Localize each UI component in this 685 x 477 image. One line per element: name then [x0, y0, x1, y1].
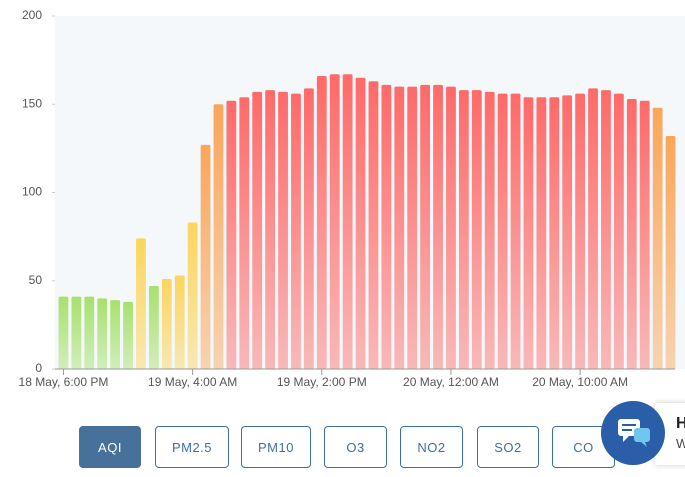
- bar: [458, 90, 469, 369]
- bar: [226, 100, 237, 369]
- tab[interactable]: O3: [324, 426, 387, 468]
- bar: [549, 97, 560, 369]
- chat-icon: [618, 419, 650, 447]
- chat-title: H: [676, 415, 685, 432]
- bar: [97, 298, 108, 369]
- bar: [303, 88, 314, 370]
- bar: [316, 76, 327, 369]
- bar: [239, 97, 250, 369]
- bar: [174, 275, 185, 369]
- bar: [200, 144, 211, 369]
- tab[interactable]: PM10: [241, 426, 311, 468]
- bar: [562, 95, 573, 370]
- x-tick-label: 19 May, 4:00 AM: [148, 375, 237, 389]
- y-tick-label: 200: [22, 8, 42, 22]
- bar: [71, 296, 82, 369]
- bar: [433, 84, 443, 370]
- bar: [652, 107, 663, 369]
- bar: [161, 278, 172, 369]
- bar: [265, 90, 276, 369]
- x-tick-label: 19 May, 2:00 PM: [277, 375, 367, 389]
- bar: [187, 222, 198, 369]
- chat-subtitle: W: [676, 436, 685, 451]
- bar: [368, 81, 379, 370]
- y-tick-label: 0: [35, 361, 42, 375]
- bar: [601, 90, 611, 369]
- bar: [123, 301, 133, 369]
- bar: [394, 86, 405, 369]
- bar: [342, 74, 353, 370]
- bar: [355, 77, 366, 370]
- bar: [420, 84, 431, 370]
- bar: [58, 296, 69, 369]
- tab[interactable]: PM2.5: [155, 426, 229, 468]
- bar: [252, 91, 263, 370]
- bar: [471, 90, 482, 369]
- bar: [213, 104, 224, 369]
- chat-button[interactable]: [601, 401, 665, 465]
- bar: [497, 93, 508, 369]
- bar: [407, 86, 418, 369]
- bar: [84, 296, 95, 369]
- bar: [136, 238, 146, 369]
- tab[interactable]: SO2: [477, 426, 539, 468]
- bar: [639, 100, 650, 369]
- bar: [588, 88, 598, 370]
- bar: [381, 84, 392, 370]
- x-tick-label: 20 May, 10:00 AM: [532, 375, 628, 389]
- y-tick-label: 150: [22, 96, 42, 110]
- bar: [575, 93, 586, 369]
- y-tick-label: 50: [29, 273, 43, 287]
- chart: 0 50 100 150 200 18 May, 6:00 PM 19 May, 4:00 …: [19, 8, 685, 389]
- tab[interactable]: NO2: [400, 426, 463, 468]
- bar: [523, 97, 534, 369]
- bar: [536, 97, 547, 369]
- bar: [148, 286, 159, 369]
- bar: [484, 91, 495, 370]
- x-tick-label: 18 May, 6:00 PM: [19, 375, 109, 389]
- bar: [291, 93, 301, 369]
- bar: [613, 93, 624, 369]
- bar: [329, 74, 340, 370]
- bar: [626, 98, 637, 369]
- bar: [110, 300, 121, 369]
- bar: [665, 136, 676, 369]
- bar: [510, 93, 521, 369]
- x-tick-label: 20 May, 12:00 AM: [403, 375, 499, 389]
- y-tick-label: 100: [22, 185, 42, 199]
- bar: [446, 86, 456, 369]
- tab[interactable]: AQI: [79, 426, 141, 468]
- bar: [278, 91, 288, 370]
